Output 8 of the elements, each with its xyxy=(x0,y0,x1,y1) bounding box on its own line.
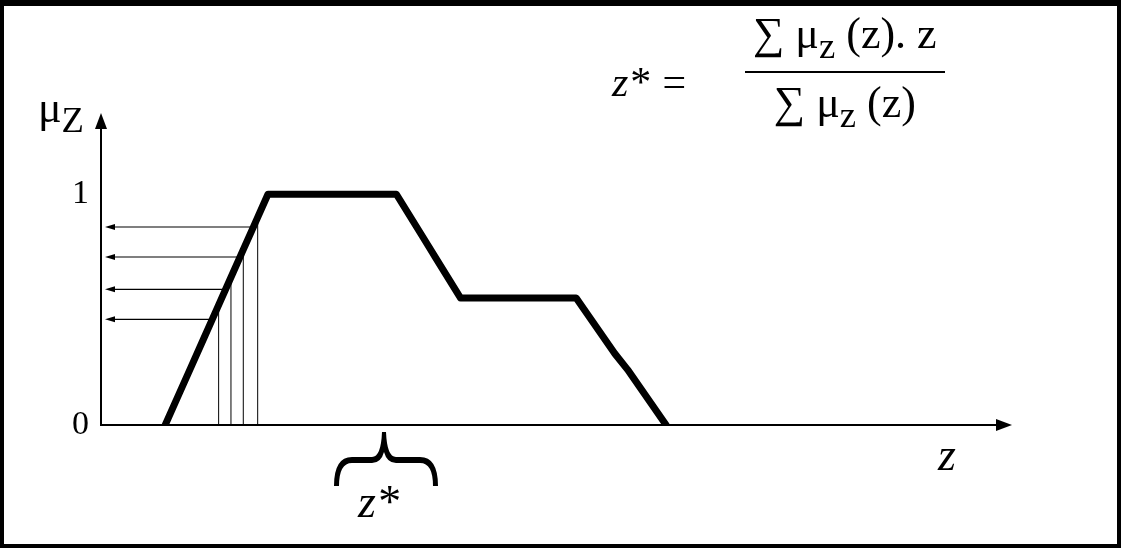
text: ∑ μ$_{z}$ (z). z xyxy=(745,8,945,73)
x-axis-title: z xyxy=(938,428,956,481)
text: z* = xyxy=(612,58,689,106)
y-axis-title: μ$_{Z}$ xyxy=(38,82,84,141)
y-tick-label: 1 xyxy=(72,173,89,211)
y-tick-label: 0 xyxy=(72,403,89,441)
text: z* xyxy=(358,475,399,528)
annotation: ∑ μ$_{z}$ (z) xyxy=(772,76,917,136)
